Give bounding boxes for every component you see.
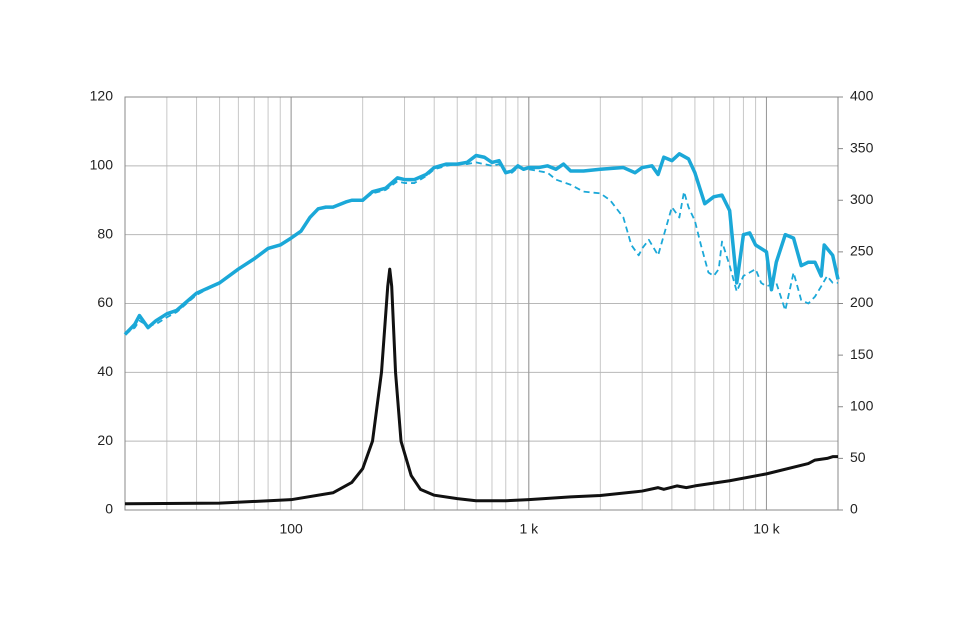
y-tick-label: 100 (90, 157, 114, 173)
y-tick-label: 20 (97, 432, 113, 448)
x-tick-label: 1 k (519, 521, 539, 537)
series-line (124, 161, 838, 336)
y2-tick-label: 250 (850, 243, 874, 259)
y2-tick-label: 400 (850, 88, 874, 104)
y2-tick-label: 50 (850, 449, 866, 465)
y-tick-label: 40 (97, 363, 113, 379)
y2-tick-label: 0 (850, 501, 858, 517)
y2-tick-label: 200 (850, 294, 874, 310)
series-line (124, 267, 838, 506)
y2-tick-label: 300 (850, 191, 874, 207)
x-tick-label: 10 k (753, 521, 780, 537)
plot-frame (124, 96, 839, 511)
y2-tick-label: 350 (850, 139, 874, 155)
y-tick-label: 80 (97, 225, 113, 241)
y2-tick-label: 150 (850, 346, 874, 362)
y2-tick-label: 100 (850, 397, 874, 413)
x-tick-label: 100 (279, 521, 303, 537)
y-tick-label: 120 (90, 88, 114, 104)
series-line (123, 152, 840, 336)
y-tick-label: 0 (105, 501, 113, 517)
y-tick-label: 60 (97, 294, 113, 310)
